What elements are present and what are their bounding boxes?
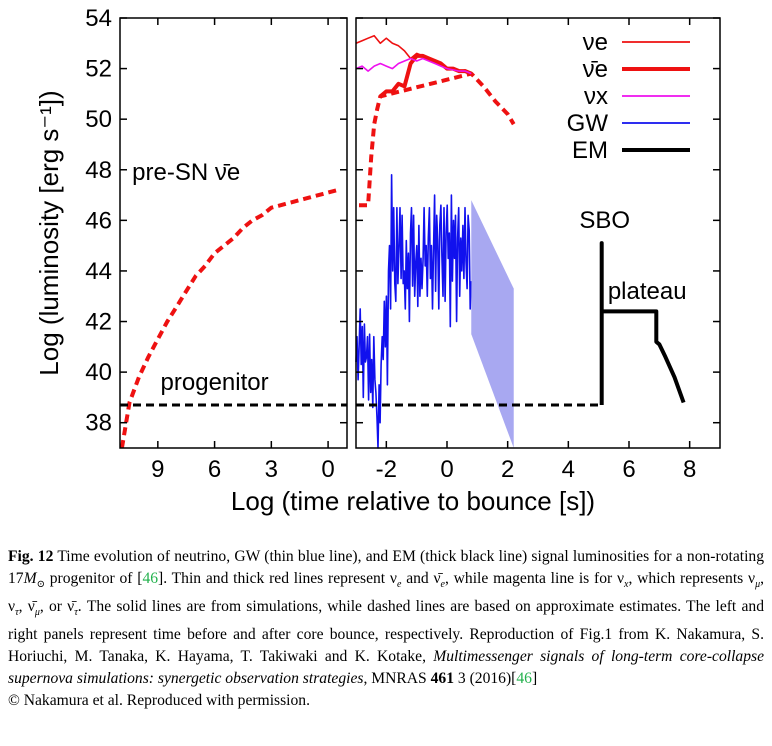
- y-tick-label: 46: [85, 207, 112, 234]
- paper-title: Multimessenger signals of long-term core…: [8, 648, 764, 688]
- y-tick-label: 38: [85, 410, 112, 437]
- caption-text: , while magenta line is for ν: [445, 570, 625, 587]
- annotation-pre-sn-e: pre-SN ν̄e: [132, 159, 240, 186]
- x-tick-label: -2: [376, 456, 397, 483]
- y-axis-label: Log (luminosity [erg s⁻¹]): [34, 90, 64, 375]
- y-tick-label: 54: [85, 5, 112, 32]
- caption-text: , or ν̄: [39, 598, 75, 616]
- caption-text: , MNRAS: [363, 670, 431, 688]
- copyright: © Nakamura et al. Reproduced with permis…: [8, 692, 310, 710]
- right-panel-frame: [355, 17, 721, 449]
- annotation-progenitor: progenitor: [161, 369, 269, 396]
- y-tick-label: 40: [85, 359, 112, 386]
- gw-estimate-band: [471, 200, 514, 448]
- caption-text: and ν̄: [401, 570, 441, 587]
- y-tick-label: 42: [85, 309, 112, 336]
- x-tick-label: 0: [440, 456, 453, 483]
- caption-text: , ν: [8, 570, 764, 616]
- legend-label: νx: [584, 83, 608, 110]
- x-tick-label: 4: [562, 456, 575, 483]
- x-tick-label: 0: [321, 456, 334, 483]
- caption-text: , ν̄: [18, 598, 35, 616]
- legend-label: ν̄e: [583, 56, 608, 83]
- y-tick-label: 50: [85, 106, 112, 133]
- x-tick-label: 6: [622, 456, 635, 483]
- series-e-estimate-line: [359, 71, 516, 208]
- caption-text: Time evolution of neutrino, GW (thin blu…: [8, 548, 764, 587]
- citation-link[interactable]: 46: [516, 670, 532, 688]
- legend-label: GW: [567, 110, 609, 137]
- x-tick-label: 8: [683, 456, 696, 483]
- x-tick-label: 3: [265, 456, 278, 483]
- series-pre-sn-e-line: [119, 188, 339, 449]
- annotation-plateau: plateau: [608, 278, 687, 305]
- citation-link[interactable]: 46: [142, 570, 159, 587]
- caption-text: ]. Thin and thick red lines represent ν: [158, 570, 397, 587]
- caption-text: 3 (2016)[: [454, 670, 517, 688]
- annotation-sbo: SBO: [579, 207, 630, 234]
- series-x-line: [355, 57, 472, 75]
- y-tick-label: 48: [85, 157, 112, 184]
- caption-text: , which represents ν: [628, 570, 756, 587]
- figure-caption: Fig. 12 Time evolution of neutrino, GW (…: [8, 548, 764, 710]
- legend-label: νe: [583, 29, 608, 56]
- volume: 461: [430, 670, 454, 688]
- caption-text: progenitor of [: [44, 570, 143, 587]
- x-tick-label: 6: [208, 456, 221, 483]
- x-tick-label: 9: [151, 456, 164, 483]
- series-em-line: [599, 241, 686, 405]
- y-tick-label: 52: [85, 56, 112, 83]
- legend-label: EM: [572, 137, 608, 164]
- x-tick-label: 2: [501, 456, 514, 483]
- caption-mass: M: [23, 570, 37, 587]
- y-tick-label: 44: [85, 258, 112, 285]
- caption-label: Fig. 12: [8, 548, 54, 565]
- caption-text: ]: [531, 670, 538, 688]
- caption-text: . The solid lines are from simulations, …: [8, 598, 764, 666]
- series-gw-line: [355, 174, 473, 449]
- left-panel-frame: [119, 17, 348, 449]
- x-axis-label: Log (time relative to bounce [s]): [231, 486, 595, 516]
